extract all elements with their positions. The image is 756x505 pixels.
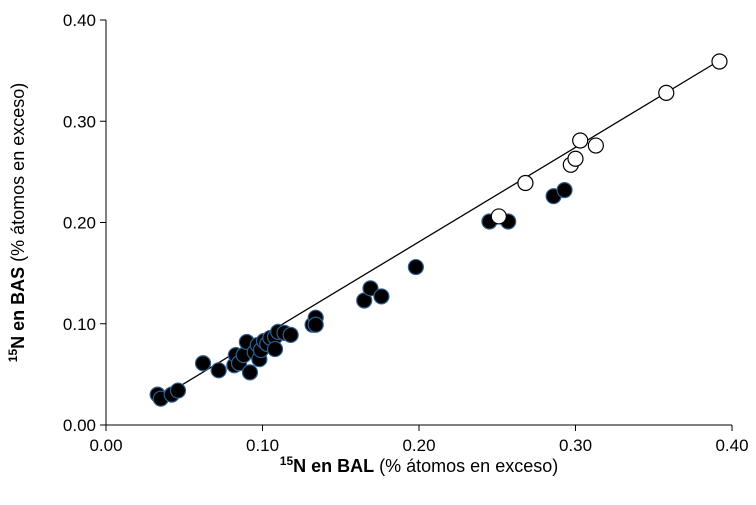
- filled-circle-point: [266, 340, 284, 358]
- open-circle-point: [567, 150, 584, 167]
- y-tick-label: 0.20: [63, 214, 96, 233]
- y-axis-ticks: 0.00 0.10 0.20 0.30 0.40: [63, 11, 106, 435]
- filled-circle-point: [362, 280, 379, 297]
- filled-circle-point: [307, 316, 324, 333]
- filled-circle-point: [241, 364, 259, 381]
- x-tick-label: 0.10: [246, 436, 279, 455]
- y-tick-label: 0.30: [63, 112, 96, 131]
- open-circle-point: [572, 132, 589, 149]
- data-points: [149, 53, 728, 407]
- open-circle-point: [490, 208, 507, 225]
- y-tick-label: 0.10: [63, 315, 96, 334]
- y-tick-label: 0.40: [63, 11, 96, 30]
- y-tick-label: 0.00: [63, 416, 96, 435]
- open-circle-point: [658, 84, 675, 102]
- x-tick-label: 0.20: [402, 436, 435, 455]
- open-circle-point: [517, 174, 534, 192]
- filled-circle-point: [407, 258, 424, 276]
- filled-circle-point: [556, 182, 573, 199]
- open-circle-point: [711, 53, 728, 70]
- x-tick-label: 0.00: [89, 436, 122, 455]
- x-axis-ticks: 0.00 0.10 0.20 0.30 0.40: [89, 425, 749, 455]
- y-axis-title: 15N en BAS (% átomos en exceso): [6, 83, 28, 362]
- open-circle-point: [587, 137, 604, 154]
- x-tick-label: 0.40: [715, 436, 748, 455]
- filled-circle-point: [210, 362, 227, 379]
- filled-circle-point: [373, 288, 390, 305]
- x-axis-title: 15N en BAL (% átomos en exceso): [280, 454, 558, 476]
- plot-area: 0.00 0.10 0.20 0.30 0.40 0.00 0.10 0.20 0.30 0.4…: [63, 11, 749, 455]
- filled-circle-point: [282, 326, 299, 343]
- x-tick-label: 0.30: [559, 436, 592, 455]
- filled-circle-point: [194, 355, 212, 372]
- filled-circle-point: [169, 382, 187, 399]
